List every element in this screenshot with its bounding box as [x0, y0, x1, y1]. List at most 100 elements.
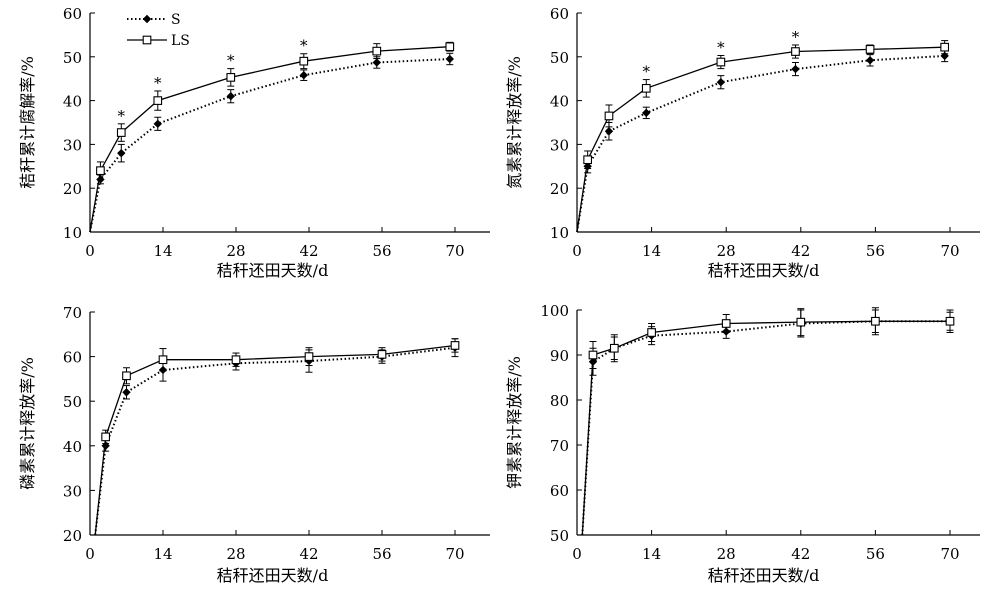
x-tick-label: 56	[866, 545, 885, 563]
series-line	[94, 344, 456, 536]
x-tick-label: 14	[642, 242, 661, 260]
series-line	[576, 54, 945, 233]
data-point	[226, 92, 235, 101]
legend-marker	[142, 35, 152, 45]
data-point	[865, 56, 875, 65]
data-point	[372, 58, 381, 67]
data-point	[153, 96, 163, 105]
x-tick-label: 70	[445, 545, 464, 563]
data-point	[945, 316, 955, 326]
data-point	[940, 51, 949, 61]
data-point	[122, 388, 131, 397]
series-line	[89, 58, 450, 233]
data-point	[583, 155, 593, 165]
x-tick-label: 70	[940, 545, 959, 563]
data-point	[116, 128, 126, 137]
x-axis-label: 秸秆还田天数/d	[708, 261, 820, 280]
y-axis-label: 钾素累计释放率/%	[505, 356, 524, 489]
data-point	[122, 371, 131, 381]
data-point	[604, 127, 614, 136]
data-point	[604, 111, 614, 121]
significance-marker: *	[643, 63, 651, 81]
x-tick-label: 42	[791, 545, 810, 563]
data-point	[609, 343, 619, 353]
series-line	[576, 46, 945, 233]
x-tick-label: 56	[372, 545, 391, 563]
legend: S LS	[127, 12, 190, 49]
data-point	[716, 57, 726, 67]
y-tick-label: 50	[63, 393, 82, 411]
data-point	[588, 350, 598, 360]
x-tick-label: 56	[372, 242, 391, 260]
data-point	[377, 350, 387, 359]
data-point	[299, 70, 308, 80]
y-tick-label: 60	[63, 5, 82, 23]
y-tick-label: 80	[550, 392, 569, 410]
data-point	[372, 46, 382, 56]
x-tick-label: 14	[642, 545, 661, 563]
chart-panel-3: 20 30 40 50 60 70 0 14 28 42 56 70 秸秆还田天数/d 磷素累计释放率/%	[18, 304, 490, 585]
data-point	[445, 54, 454, 64]
x-tick-label: 0	[572, 545, 582, 563]
y-tick-label: 40	[63, 438, 82, 456]
data-point	[721, 319, 731, 328]
y-tick-label: 30	[550, 136, 569, 154]
legend-marker	[142, 14, 152, 24]
x-tick-label: 42	[299, 242, 318, 260]
x-tick-label: 0	[85, 545, 95, 563]
significance-marker: *	[300, 37, 308, 55]
y-tick-label: 50	[550, 49, 569, 67]
y-tick-label: 40	[550, 93, 569, 111]
x-axis-label: 秸秆还田天数/d	[708, 566, 820, 585]
y-tick-label: 20	[63, 180, 82, 198]
series-line	[581, 320, 950, 536]
series-LS	[576, 40, 950, 233]
y-tick-label: 10	[63, 224, 82, 242]
x-tick-label: 28	[717, 545, 736, 563]
data-point	[101, 432, 110, 442]
data-point	[791, 47, 800, 56]
series-S	[576, 49, 949, 233]
y-tick-label: 20	[550, 180, 569, 198]
series-LS	[89, 41, 455, 233]
y-tick-label: 90	[550, 347, 569, 365]
series-S	[94, 338, 460, 536]
data-point	[716, 78, 726, 87]
significance-marker: *	[118, 107, 126, 125]
series-line	[89, 46, 450, 233]
y-tick-label: 60	[550, 482, 569, 500]
data-point	[96, 166, 105, 176]
series-S	[89, 52, 454, 233]
data-point	[158, 355, 168, 365]
data-point	[871, 316, 880, 326]
y-tick-label: 50	[550, 527, 569, 545]
x-tick-label: 14	[153, 242, 172, 260]
data-point	[153, 119, 162, 129]
data-point	[299, 56, 309, 66]
data-point	[940, 42, 950, 52]
series-LS	[581, 307, 955, 536]
series-line	[94, 346, 456, 536]
x-tick-label: 70	[445, 242, 464, 260]
series-line	[581, 320, 950, 536]
data-point	[450, 341, 460, 350]
y-axis-label: 氮素累计释放率/%	[505, 56, 524, 189]
legend-label: LS	[171, 33, 190, 49]
y-axis-label: 秸秆累计腐解率/%	[18, 56, 37, 189]
x-tick-label: 70	[940, 242, 959, 260]
data-point	[641, 83, 651, 93]
y-tick-label: 60	[550, 5, 569, 23]
data-point	[642, 108, 651, 118]
y-tick-label: 70	[550, 437, 569, 455]
chart-panel-2: 10 20 30 40 50 60 0 14 28 42 56 70 秸秆还田天数/d 氮素累计释放率/%…	[505, 5, 980, 280]
data-point	[865, 45, 875, 54]
x-tick-label: 28	[717, 242, 736, 260]
data-point	[231, 355, 241, 365]
x-tick-label: 28	[226, 545, 245, 563]
y-tick-label: 50	[63, 49, 82, 67]
x-tick-label: 56	[866, 242, 885, 260]
y-tick-label: 20	[63, 527, 82, 545]
y-tick-label: 30	[63, 136, 82, 154]
significance-marker: *	[227, 52, 235, 70]
